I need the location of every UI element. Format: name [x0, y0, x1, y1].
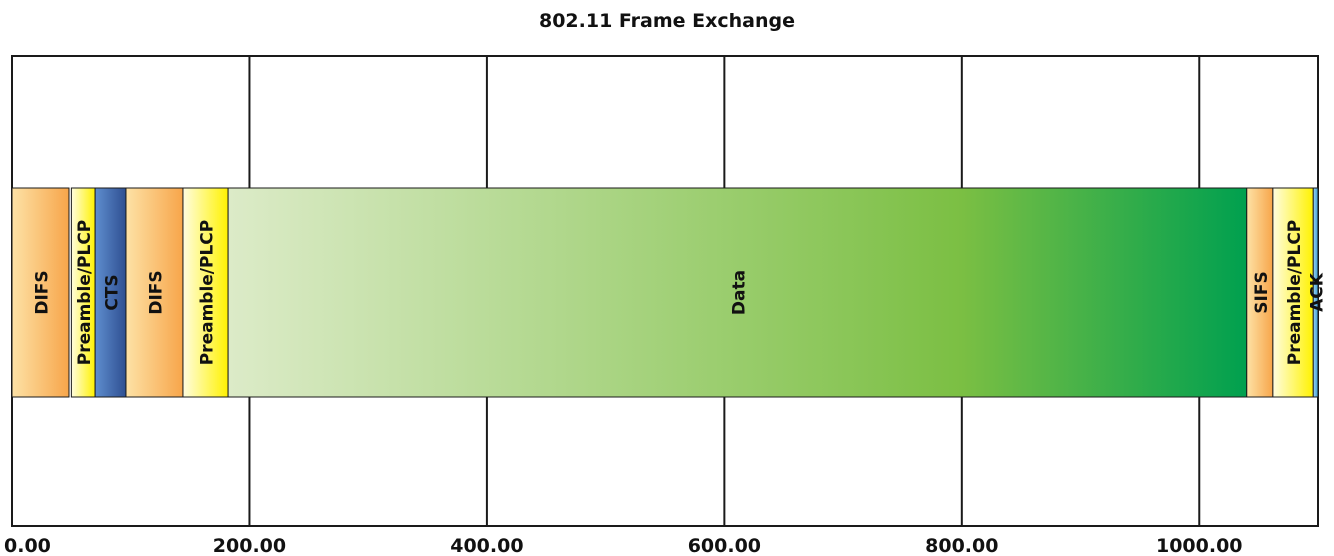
x-tick-label: 1000.00	[1156, 535, 1243, 556]
x-tick-label: 0.00	[4, 535, 51, 556]
segment-bar	[11, 187, 70, 398]
x-tick-layer: 0.00 200.00 400.00 600.00 800.00 1000.00	[4, 535, 1243, 556]
segment-label: SIFS	[1252, 271, 1272, 313]
segment-label: ACK	[1308, 272, 1328, 312]
segment-label: Preamble/PLCP	[75, 220, 95, 366]
segment-label: Preamble/PLCP	[1285, 220, 1305, 366]
label-layer: DIFS Preamble/PLCP CTS DIFS Preamble/PLCP Dat…	[32, 220, 1327, 366]
x-tick-label: 600.00	[688, 535, 761, 556]
segment-label: CTS	[103, 274, 123, 310]
segment-label: Data	[729, 270, 749, 315]
segment-label: DIFS	[146, 270, 166, 314]
segment-label: DIFS	[32, 270, 52, 314]
segment-label: Preamble/PLCP	[198, 220, 218, 366]
chart-title: 802.11 Frame Exchange	[538, 10, 796, 32]
x-tick-label: 200.00	[213, 535, 286, 556]
segment-bar	[182, 187, 229, 398]
bar-layer	[11, 187, 1319, 398]
segment-bar	[1312, 187, 1319, 398]
x-tick-label: 800.00	[925, 535, 998, 556]
segment-bar	[1246, 187, 1274, 398]
segment-bar	[1272, 187, 1314, 398]
segment-bar	[227, 187, 1248, 398]
segment-bar	[94, 187, 127, 398]
segment-bar	[125, 187, 184, 398]
x-tick-label: 400.00	[450, 535, 523, 556]
